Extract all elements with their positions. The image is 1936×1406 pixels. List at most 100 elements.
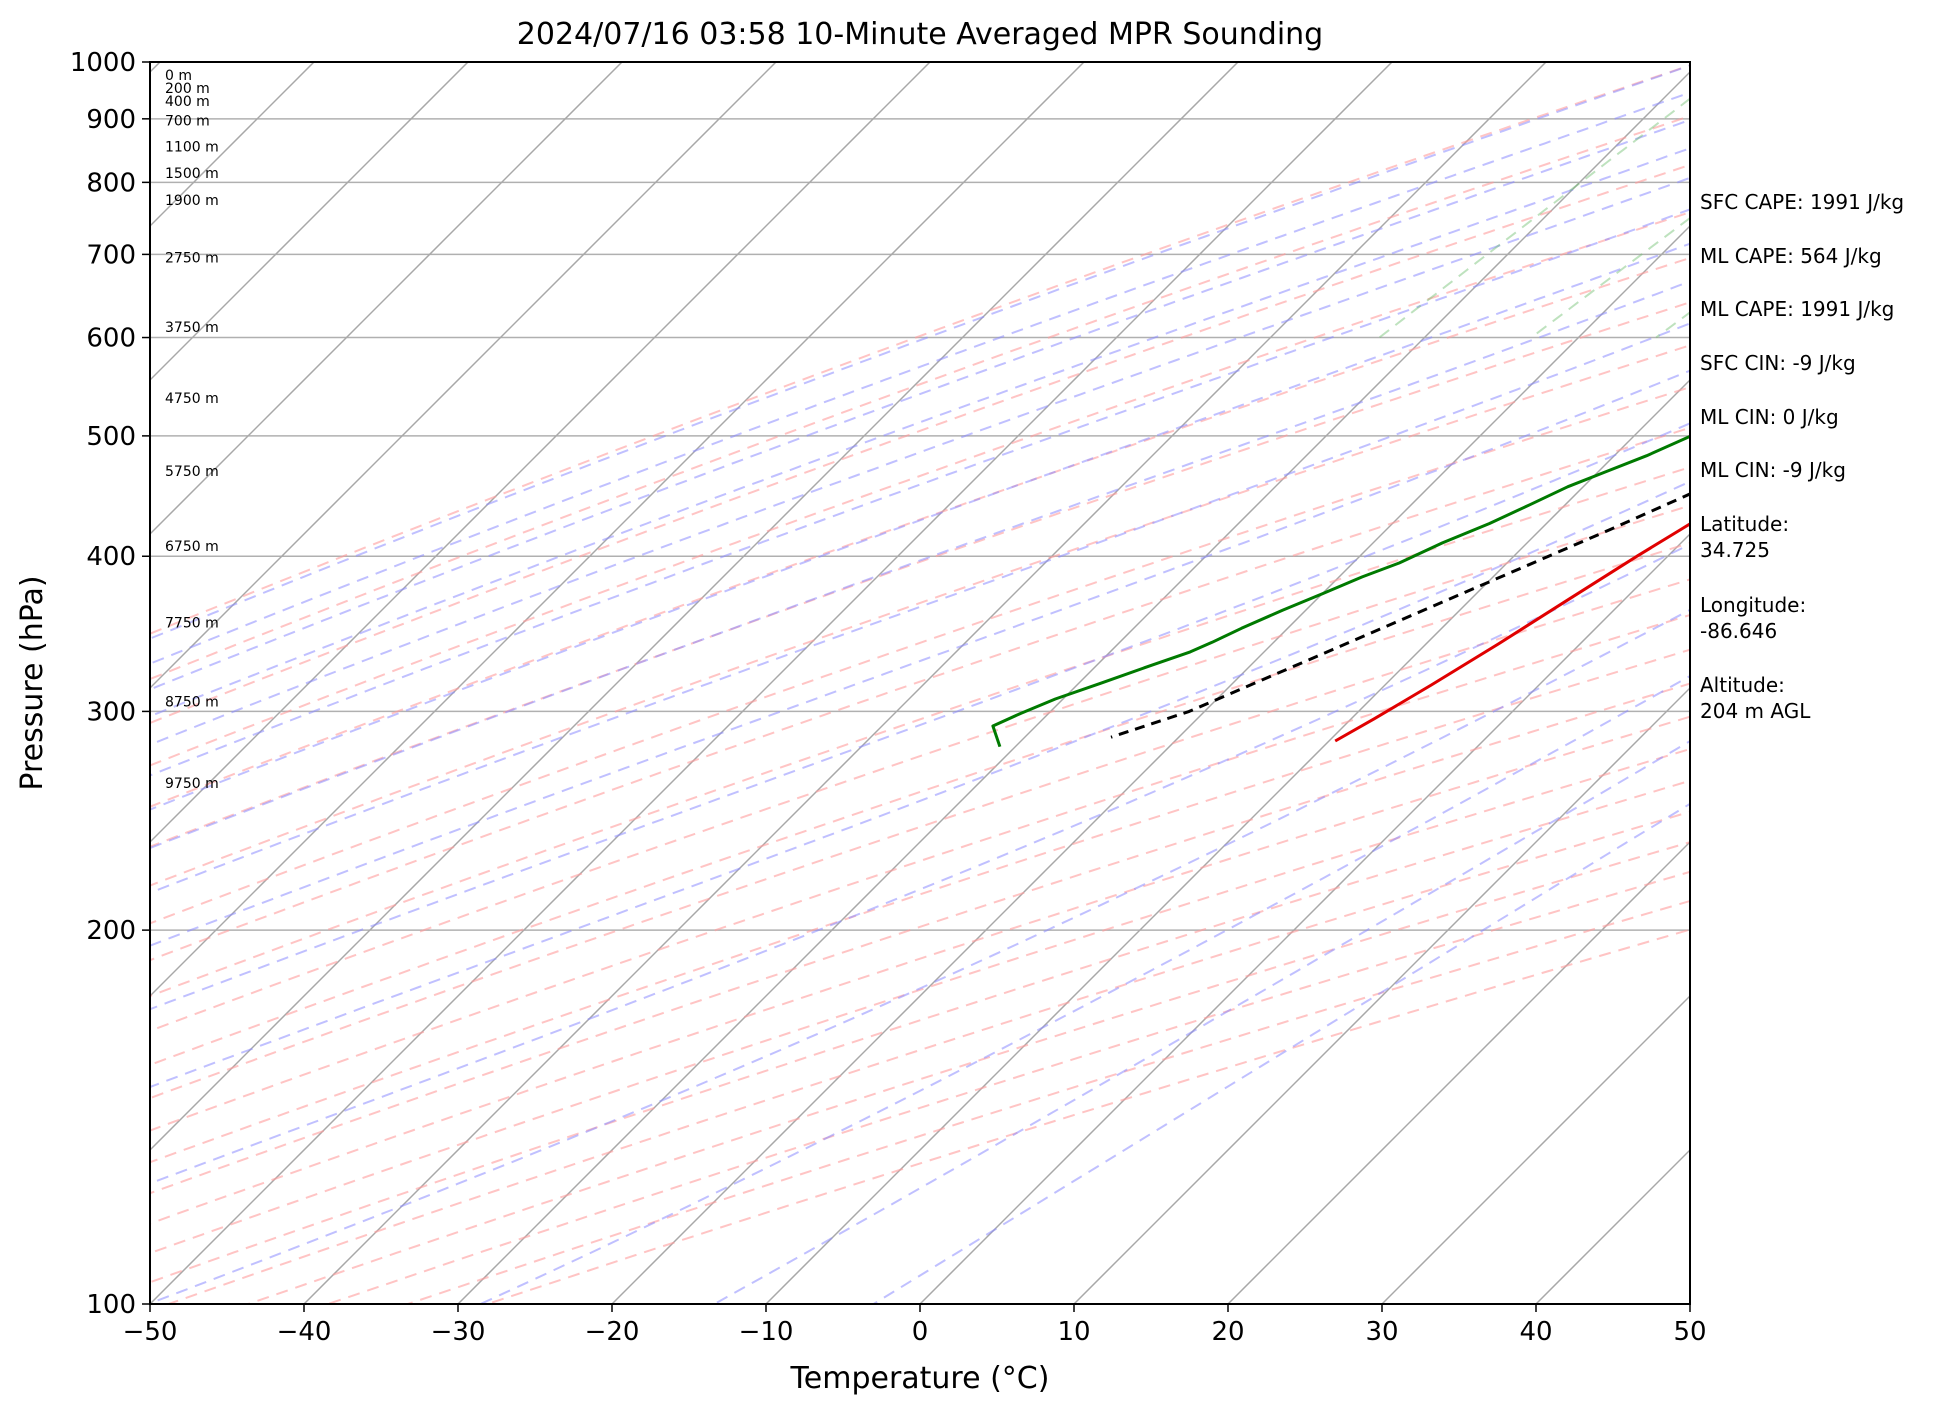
isotherm xyxy=(1227,840,1690,1304)
mixing-ratio-line xyxy=(1530,216,1690,339)
y-tick-label: 100 xyxy=(86,1290,136,1320)
x-tick-label: −40 xyxy=(277,1317,332,1347)
height-label: 1900 m xyxy=(165,193,219,209)
sounding-info: SFC CAPE: 1991 J/kg ML CAPE: 564 J/kg ML… xyxy=(1700,190,1904,723)
isotherm xyxy=(150,62,777,690)
dry-adiabat xyxy=(150,779,1690,1284)
height-label: 700 m xyxy=(165,113,210,129)
isotherm xyxy=(150,62,1239,1152)
height-label: 5750 m xyxy=(165,464,219,480)
isotherm xyxy=(150,62,1085,998)
y-tick-label: 1000 xyxy=(70,48,136,78)
dry-adiabat xyxy=(150,541,1690,1066)
info-sfc-cape: SFC CAPE: 1991 J/kg xyxy=(1700,190,1904,214)
info-longitude-value: -86.646 xyxy=(1700,619,1777,643)
height-label: 400 m xyxy=(165,94,210,110)
moist-adiabat xyxy=(150,64,1690,640)
dry-adiabat xyxy=(150,64,1690,635)
moist-adiabat xyxy=(150,543,1690,1185)
isotherm xyxy=(611,224,1690,1304)
info-altitude-value: 204 m AGL xyxy=(1700,699,1811,723)
isotherm xyxy=(150,62,1393,1304)
moist-adiabat xyxy=(480,674,1690,1304)
y-tick-label: 800 xyxy=(86,168,136,198)
x-tick-label: −20 xyxy=(585,1317,640,1347)
isotherm xyxy=(919,532,1690,1304)
dry-adiabat xyxy=(150,256,1690,808)
height-label: 0 m xyxy=(165,68,192,84)
dry-adiabat xyxy=(150,578,1690,1100)
moist-adiabat xyxy=(150,280,1690,850)
mixing-ratio-line xyxy=(1905,62,1936,338)
moist-adiabat xyxy=(150,242,1690,811)
isotherm xyxy=(0,62,6,1304)
dry-adiabat xyxy=(247,841,1690,1304)
dry-adiabat xyxy=(150,301,1690,848)
dry-adiabat xyxy=(150,466,1690,998)
plot-frame xyxy=(149,61,1691,1305)
moist-adiabat xyxy=(150,322,1690,894)
parcel-path-line xyxy=(1110,492,1690,739)
x-tick-label: 40 xyxy=(1519,1317,1552,1347)
info-ml-cin-2: ML CIN: -9 J/kg xyxy=(1700,458,1846,482)
y-tick-label: 700 xyxy=(86,240,136,270)
height-label: 6750 m xyxy=(165,539,219,555)
x-axis-label: Temperature (°C) xyxy=(790,1361,1050,1396)
dry-adiabat xyxy=(150,386,1690,925)
x-tick-label: 20 xyxy=(1211,1317,1244,1347)
moist-adiabat xyxy=(150,91,1690,665)
x-tick-label: −50 xyxy=(123,1317,178,1347)
y-tick-label: 900 xyxy=(86,105,136,135)
isotherm xyxy=(1073,686,1690,1304)
height-label: 8750 m xyxy=(165,695,219,711)
moist-adiabat xyxy=(150,369,1690,947)
height-label: 1100 m xyxy=(165,140,219,156)
y-tick-label: 400 xyxy=(86,542,136,572)
x-tick-label: −30 xyxy=(431,1317,486,1347)
dry-adiabat xyxy=(150,715,1690,1225)
y-tick-label: 300 xyxy=(86,697,136,727)
y-tick-label: 600 xyxy=(86,324,136,354)
isotherm xyxy=(457,70,1690,1304)
height-label: 200 m xyxy=(165,81,210,97)
dry-adiabat xyxy=(327,870,1690,1304)
x-tick-label: 30 xyxy=(1365,1317,1398,1347)
y-tick-label: 500 xyxy=(86,422,136,452)
moist-adiabat xyxy=(150,422,1690,1011)
dry-adiabat xyxy=(150,648,1690,1164)
chart-title: 2024/07/16 03:58 10-Minute Averaged MPR … xyxy=(517,17,1323,52)
isotherm xyxy=(1381,994,1690,1304)
moist-adiabat xyxy=(714,739,1690,1304)
dry-adiabat xyxy=(150,344,1690,887)
info-altitude-label: Altitude: xyxy=(1700,673,1785,697)
dry-adiabat xyxy=(150,163,1690,725)
isotherm xyxy=(150,62,931,844)
dry-adiabat xyxy=(150,748,1690,1255)
moist-adiabat xyxy=(150,208,1690,777)
dry-adiabat xyxy=(150,426,1690,962)
dry-adiabat xyxy=(150,114,1690,681)
dry-adiabat xyxy=(150,613,1690,1132)
moist-adiabat xyxy=(150,176,1690,746)
moist-adiabat xyxy=(150,480,1690,1089)
mixing-ratio-line xyxy=(1378,97,1690,339)
dry-adiabat xyxy=(150,682,1690,1195)
isotherm xyxy=(303,62,1547,1304)
moist-adiabat xyxy=(150,608,1690,1304)
info-ml-cape: ML CAPE: 564 J/kg xyxy=(1700,244,1882,268)
height-label: 1500 m xyxy=(165,166,219,182)
info-ml-cape-2: ML CAPE: 1991 J/kg xyxy=(1700,297,1894,321)
height-label: 3750 m xyxy=(165,320,219,336)
info-ml-cin: ML CIN: 0 J/kg xyxy=(1700,405,1839,429)
axis-ticks: −50 −40 −30 −20 −10 0 10 20 30 40 50 100 200 300 400 50… xyxy=(70,48,1707,1347)
height-label: 4750 m xyxy=(165,391,219,407)
dry-adiabat xyxy=(150,504,1690,1032)
info-latitude-label: Latitude: xyxy=(1700,512,1789,536)
x-tick-label: 50 xyxy=(1673,1317,1706,1347)
height-label: 2750 m xyxy=(165,251,219,267)
x-tick-label: −10 xyxy=(739,1317,794,1347)
info-longitude-label: Longitude: xyxy=(1700,593,1806,617)
background-lines xyxy=(0,62,1936,1304)
y-axis-label: Pressure (hPa) xyxy=(15,575,50,790)
height-label: 7750 m xyxy=(165,616,219,632)
